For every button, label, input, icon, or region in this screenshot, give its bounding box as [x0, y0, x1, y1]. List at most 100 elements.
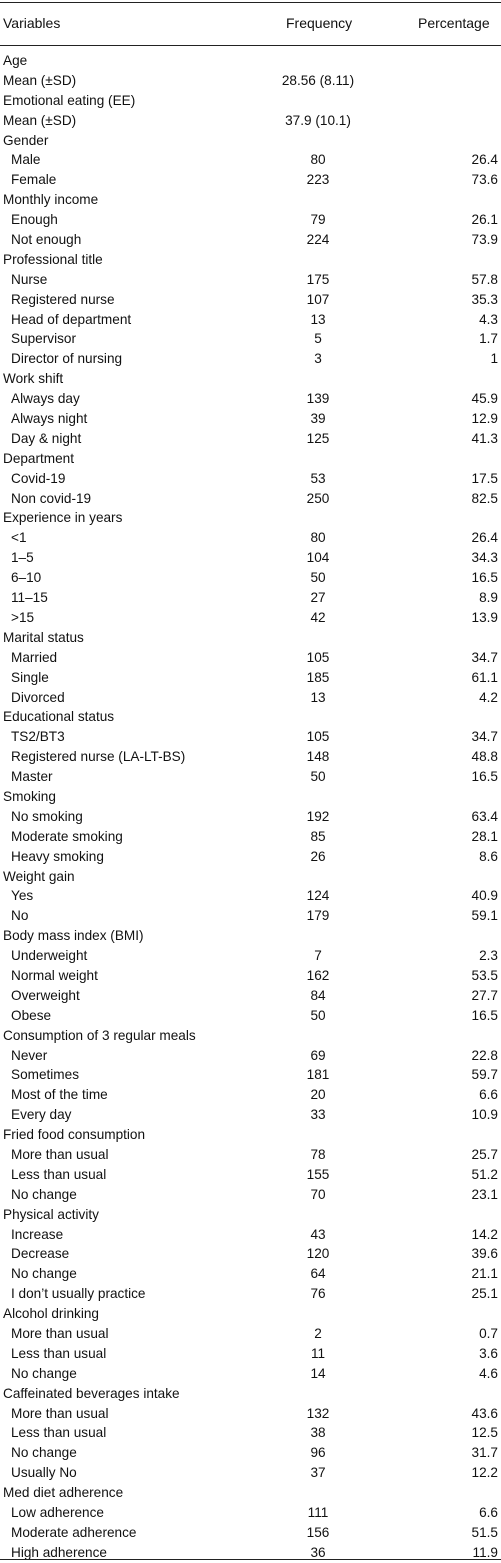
table-row: Never 69 22.8 [0, 1046, 501, 1066]
row-label: More than usual [11, 1146, 109, 1162]
table-row: Supervisor 5 1.7 [0, 329, 501, 349]
frequency-cell: 36 [310, 1544, 326, 1560]
percentage-cell: 25.1 [471, 1286, 498, 1302]
percentage-cell: 2.3 [479, 948, 498, 964]
row-label: Moderate smoking [11, 828, 123, 844]
row-label: Marital status [3, 629, 84, 645]
row-label: Obese [11, 1007, 52, 1023]
row-label: Day & night [11, 430, 82, 446]
row-label: Single [11, 669, 49, 685]
table-row: Nurse 175 57.8 [0, 270, 501, 290]
frequency-cell: 43 [310, 1226, 326, 1242]
category-row: Consumption of 3 regular meals [0, 1026, 501, 1046]
percentage-cell: 43.6 [471, 1405, 498, 1421]
row-label: Physical activity [3, 1206, 99, 1222]
table-row: Moderate adherence 156 51.5 [0, 1523, 501, 1543]
row-label: Low adherence [11, 1505, 104, 1521]
row-label: Mean (±SD) [3, 112, 77, 128]
percentage-cell: 82.5 [471, 490, 498, 506]
table-row: More than usual 78 25.7 [0, 1145, 501, 1165]
frequency-cell: 185 [306, 669, 330, 685]
frequency-cell: 50 [310, 570, 326, 586]
percentage-cell: 53.5 [471, 967, 498, 983]
row-label: Director of nursing [11, 351, 123, 367]
category-row: Mean (±SD) 28.56 (8.11) [0, 71, 501, 91]
header-rule [0, 45, 501, 46]
table-header: Variables Frequency Percentage [0, 13, 501, 35]
table-row: No 179 59.1 [0, 906, 501, 926]
row-label: Less than usual [11, 1345, 107, 1361]
frequency-cell: 155 [306, 1166, 330, 1182]
row-label: Med diet adherence [3, 1485, 124, 1501]
header-percentage: Percentage [418, 15, 490, 31]
category-row: Smoking [0, 787, 501, 807]
category-row: Alcohol drinking [0, 1304, 501, 1324]
category-row: Professional title [0, 250, 501, 270]
row-label: Covid-19 [11, 470, 66, 486]
percentage-cell: 4.2 [479, 689, 498, 705]
row-label: No [11, 908, 29, 924]
row-label: Caffeinated beverages intake [3, 1385, 180, 1401]
row-label: Less than usual [11, 1425, 107, 1441]
percentage-cell: 31.7 [471, 1445, 498, 1461]
table-row: Not enough 224 73.9 [0, 230, 501, 250]
row-label: Department [3, 450, 75, 466]
row-label: Smoking [3, 788, 56, 804]
table-row: Normal weight 162 53.5 [0, 966, 501, 986]
frequency-cell: 79 [310, 212, 326, 228]
frequency-cell: 14 [310, 1365, 326, 1381]
frequency-cell: 96 [310, 1445, 326, 1461]
row-label: Not enough [11, 232, 82, 248]
category-row: Weight gain [0, 867, 501, 887]
percentage-cell: 23.1 [471, 1186, 498, 1202]
percentage-cell: 26.1 [471, 212, 498, 228]
table-row: TS2/BT3 105 34.7 [0, 727, 501, 747]
percentage-cell: 22.8 [471, 1047, 498, 1063]
table-row: Decrease 120 39.6 [0, 1244, 501, 1264]
frequency-cell: 26 [310, 848, 326, 864]
row-label: Increase [11, 1226, 64, 1242]
percentage-cell: 63.4 [471, 808, 498, 824]
frequency-cell: 38 [310, 1425, 326, 1441]
row-label: I don’t usually practice [11, 1286, 146, 1302]
row-label: Master [11, 769, 53, 785]
row-label: Every day [11, 1107, 72, 1123]
percentage-cell: 45.9 [471, 391, 498, 407]
table-row: >15 42 13.9 [0, 608, 501, 628]
bottom-rule [0, 1559, 501, 1560]
row-label: Usually No [11, 1465, 77, 1481]
row-label: Monthly income [3, 192, 99, 208]
percentage-cell: 73.6 [471, 172, 498, 188]
percentage-cell: 16.5 [471, 1007, 498, 1023]
table-row: Always night 39 12.9 [0, 409, 501, 429]
table-row: Every day 33 10.9 [0, 1105, 501, 1125]
percentage-cell: 16.5 [471, 570, 498, 586]
row-label: Sometimes [11, 1067, 79, 1083]
row-label: Emotional eating (EE) [3, 92, 136, 108]
table-row: Head of department 13 4.3 [0, 310, 501, 330]
percentage-cell: 12.2 [471, 1465, 498, 1481]
table-row: More than usual 132 43.6 [0, 1404, 501, 1424]
table-row: No change 70 23.1 [0, 1185, 501, 1205]
frequency-cell: 105 [306, 649, 330, 665]
row-label: Fried food consumption [3, 1127, 146, 1143]
row-label: Divorced [11, 689, 65, 705]
category-row: Physical activity [0, 1205, 501, 1225]
frequency-cell: 250 [306, 490, 330, 506]
percentage-cell: 3.6 [479, 1345, 498, 1361]
row-label: Body mass index (BMI) [3, 928, 144, 944]
table-row: No change 14 4.6 [0, 1364, 501, 1384]
category-row: Mean (±SD) 37.9 (10.1) [0, 111, 501, 131]
row-label: Always day [11, 391, 80, 407]
percentage-cell: 17.5 [471, 470, 498, 486]
percentage-cell: 48.8 [471, 749, 498, 765]
table-row: 11–15 27 8.9 [0, 588, 501, 608]
table-row: 6–10 50 16.5 [0, 568, 501, 588]
table-row: Always day 139 45.9 [0, 389, 501, 409]
table-row: Female 223 73.6 [0, 170, 501, 190]
percentage-cell: 57.8 [471, 271, 498, 287]
frequency-cell: 42 [310, 609, 326, 625]
frequency-cell: 125 [306, 430, 330, 446]
percentage-cell: 41.3 [471, 430, 498, 446]
percentage-cell: 51.2 [471, 1166, 498, 1182]
